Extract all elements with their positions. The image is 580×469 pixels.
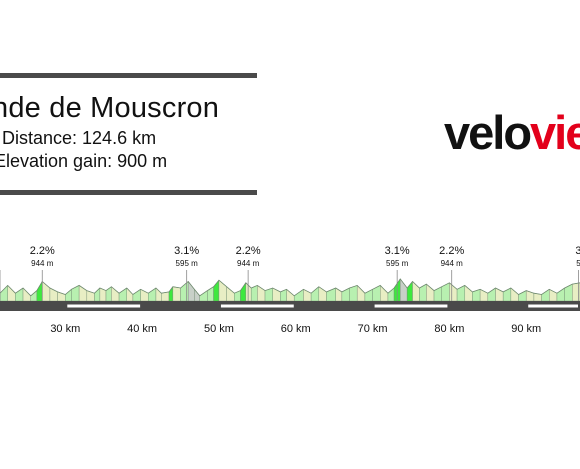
- x-tick-label: 70 km: [358, 323, 388, 335]
- logo-text-red: vie: [530, 106, 580, 159]
- climb-markers: 2.2% 944 m 3.1% 595 m 2.2% 944 m 3.1% 595 m 2.2%…: [0, 245, 580, 301]
- climb-altitude-label: 595 m: [176, 259, 199, 268]
- x-tick-label: 30 km: [50, 323, 80, 335]
- profile-segment: [280, 288, 287, 302]
- x-tick-label: 50 km: [204, 323, 234, 335]
- x-tick-label: 90 km: [511, 323, 541, 335]
- climb-gradient-label: 3.1%: [174, 245, 199, 257]
- elevation-stat: Elevation gain: 900 m: [0, 151, 168, 171]
- profile-segment: [199, 290, 208, 302]
- velo-logo: velovie: [444, 109, 580, 156]
- climb-altitude-label: 944 m: [31, 259, 54, 268]
- profile-segment: [111, 286, 120, 302]
- race-title: nde de Mouscron: [0, 92, 220, 124]
- profile-segment: [472, 289, 481, 302]
- profile-segment: [30, 290, 38, 302]
- road-segment: [220, 304, 294, 308]
- profile-segment: [510, 287, 519, 302]
- profile-segment: [126, 287, 134, 302]
- climb-gradient-label: 2.2%: [439, 245, 464, 257]
- road-segment: [67, 304, 141, 308]
- profile-segment: [132, 288, 141, 302]
- profile-segment: [94, 287, 101, 302]
- profile-segment: [36, 280, 43, 302]
- logo-text-dark: velo: [444, 106, 532, 159]
- profile-segment: [487, 287, 496, 302]
- profile-segment: [380, 284, 389, 302]
- profile-segment: [400, 278, 408, 302]
- profile-segment: [310, 286, 320, 302]
- elevation-profile-chart: 2.2% 944 m 3.1% 595 m 2.2% 944 m 3.1% 595 m 2.2%…: [0, 245, 580, 335]
- profile-segment: [419, 283, 427, 302]
- header-rule-top: [0, 73, 257, 78]
- profile-segment: [172, 286, 181, 302]
- profile-segment: [7, 284, 16, 302]
- profile-outline: [0, 278, 580, 297]
- x-axis-ticks: 30 km 40 km 50 km 60 km 70 km 80 km 90 km: [50, 323, 541, 335]
- profile-segment: [357, 284, 366, 302]
- profile-segment: [426, 283, 435, 302]
- profile-segment: [188, 280, 195, 302]
- climb-altitude-label: 5: [576, 259, 580, 268]
- profile-area: [0, 278, 580, 302]
- profile-segment: [226, 286, 235, 302]
- profile-segment: [464, 284, 473, 302]
- profile-segment: [556, 287, 565, 302]
- profile-segment: [240, 282, 247, 302]
- profile-segment: [541, 288, 550, 302]
- profile-segment: [15, 287, 24, 302]
- profile-segment: [387, 287, 395, 302]
- climb-gradient-label: 3.1%: [385, 245, 410, 257]
- climb-altitude-label: 944 m: [237, 259, 260, 268]
- road-segment: [374, 304, 448, 308]
- climb-altitude-label: 595 m: [386, 259, 409, 268]
- x-tick-label: 80 km: [434, 323, 464, 335]
- climb-gradient-label: 3: [575, 245, 580, 257]
- profile-segment: [155, 287, 162, 302]
- profile-segment: [118, 287, 127, 302]
- header-rule-bottom: [0, 190, 257, 195]
- profile-segment: [0, 284, 8, 302]
- road-segment: [528, 304, 578, 308]
- profile-segment: [148, 287, 157, 302]
- distance-stat: Distance: 124.6 km: [2, 128, 157, 148]
- profile-segment: [65, 288, 72, 302]
- x-tick-label: 60 km: [281, 323, 311, 335]
- x-tick-label: 40 km: [127, 323, 157, 335]
- climb-gradient-label: 2.2%: [236, 245, 261, 257]
- climb-gradient-label: 2.2%: [30, 245, 55, 257]
- road-white-segments: [67, 304, 578, 308]
- profile-segment: [441, 282, 450, 302]
- profile-segment: [564, 283, 573, 302]
- climb-altitude-label: 944 m: [441, 259, 464, 268]
